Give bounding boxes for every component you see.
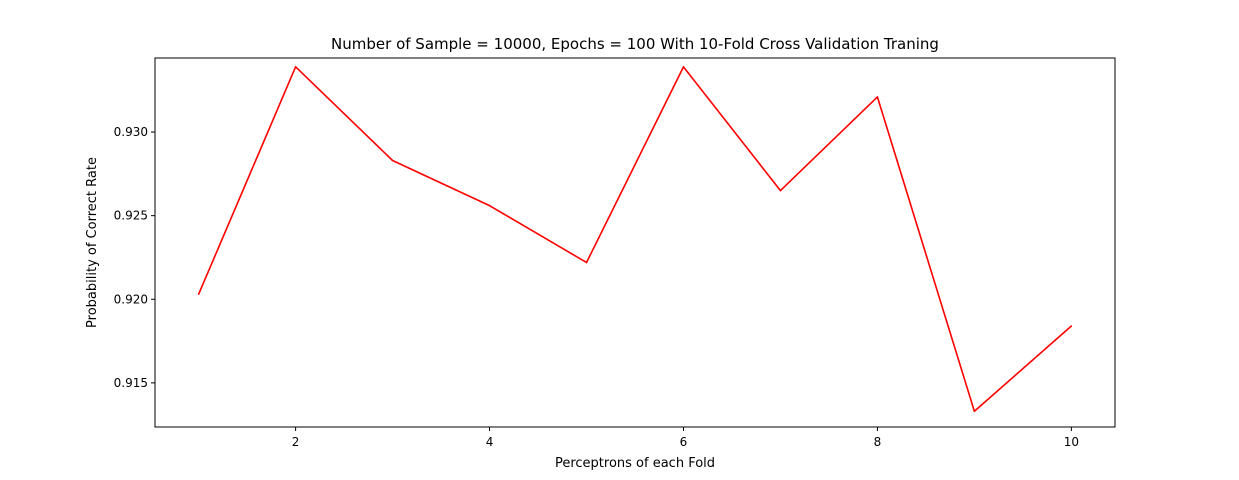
- y-axis-ticks: 0.915 0.920 0.925 0.930: [114, 125, 155, 390]
- data-point: [197, 293, 200, 296]
- y-tick-label: 0.915: [114, 376, 148, 390]
- x-tick-label: 10: [1064, 435, 1079, 449]
- plot-area: [197, 66, 1073, 413]
- data-point: [391, 159, 394, 162]
- y-tick-label: 0.920: [114, 292, 148, 306]
- data-point: [1070, 325, 1073, 327]
- data-point: [973, 410, 976, 413]
- chart-title: Number of Sample = 10000, Epochs = 100 W…: [331, 35, 939, 53]
- data-point: [294, 66, 297, 68]
- x-tick-label: 8: [874, 435, 882, 449]
- plot-frame: [154, 57, 1116, 428]
- x-axis-label: Perceptrons of each Fold: [555, 456, 715, 471]
- series-line: [197, 66, 1072, 413]
- y-tick-label: 0.930: [114, 125, 148, 139]
- data-point: [585, 261, 588, 264]
- y-axis-label: Probability of Correct Rate: [85, 157, 100, 328]
- data-point: [876, 96, 879, 98]
- y-tick-label: 0.925: [114, 209, 148, 223]
- data-point: [488, 204, 491, 207]
- x-axis-ticks: 2 4 6 8 10: [292, 427, 1079, 449]
- data-point: [779, 189, 782, 192]
- x-tick-label: 6: [680, 435, 688, 449]
- x-tick-label: 4: [486, 435, 494, 449]
- data-point: [682, 66, 685, 68]
- x-tick-label: 2: [292, 435, 300, 449]
